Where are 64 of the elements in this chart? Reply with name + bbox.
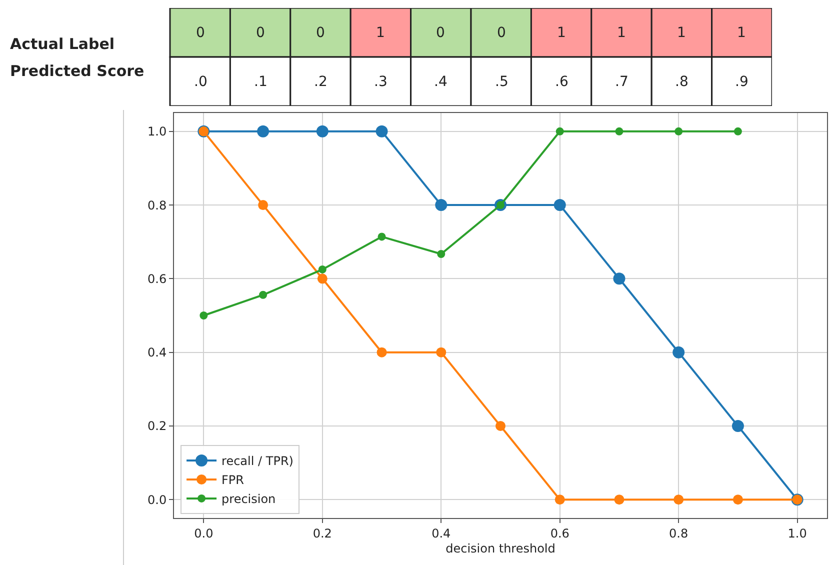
x-tick-label: 0.0 <box>194 526 214 540</box>
point <box>437 250 446 258</box>
data-label: 0 <box>436 25 445 41</box>
point <box>554 494 565 505</box>
point <box>732 494 743 505</box>
data-label: 0 <box>196 25 205 41</box>
legend-label: precision <box>222 492 276 506</box>
x-tick-label: 0.6 <box>550 526 570 540</box>
y-tick-label: Predicted Score <box>10 62 144 80</box>
text: .5 <box>495 74 508 90</box>
point <box>615 127 624 136</box>
point <box>200 312 208 320</box>
x-tick-label: 0.4 <box>432 526 451 540</box>
point <box>556 127 564 136</box>
point <box>674 494 684 505</box>
data-label: 1 <box>376 25 385 41</box>
x-tick-label: 0.2 <box>312 526 332 540</box>
point <box>613 272 626 285</box>
data-label: 1 <box>677 25 686 41</box>
x-axis-title: decision threshold <box>446 541 556 556</box>
data-label: 1 <box>617 25 626 41</box>
text: .7 <box>615 74 628 90</box>
y-tick-label: 0.4 <box>148 346 167 360</box>
data-label: 0 <box>256 25 265 41</box>
point <box>376 347 387 358</box>
point <box>732 420 744 432</box>
point <box>376 125 388 138</box>
point <box>316 125 328 138</box>
x-tick-label: 1.0 <box>788 526 807 540</box>
y-tick-label: 0.0 <box>148 492 167 507</box>
data-label: 1 <box>557 25 566 41</box>
point <box>378 232 386 241</box>
point <box>259 290 268 299</box>
data-label: 0 <box>316 25 325 41</box>
x-tick-label: 0.8 <box>669 526 688 540</box>
point <box>436 347 446 358</box>
y-tick-label: Actual Label <box>10 35 115 53</box>
point <box>318 265 326 274</box>
point <box>435 199 448 212</box>
text: .4 <box>434 74 448 90</box>
text: .6 <box>555 74 568 90</box>
point <box>614 494 624 505</box>
data-label: 1 <box>737 25 746 41</box>
text: .1 <box>254 74 268 90</box>
text: .9 <box>735 74 748 90</box>
point <box>554 199 566 212</box>
text: .3 <box>374 74 388 90</box>
point <box>672 346 685 358</box>
point <box>496 420 506 431</box>
y-tick-label: 1.0 <box>148 124 167 139</box>
legend-label: FPR <box>222 473 244 488</box>
y-tick-label: 0.6 <box>148 272 167 286</box>
text: .0 <box>194 74 208 90</box>
point <box>317 274 328 284</box>
y-tick-label: 0.8 <box>148 198 167 212</box>
point <box>257 125 270 138</box>
data-label: 0 <box>497 25 506 41</box>
legend-label: recall / TPR) <box>222 454 294 468</box>
y-tick-label: 0.2 <box>148 419 167 434</box>
point <box>674 127 683 136</box>
point <box>258 200 268 210</box>
text: .8 <box>675 74 688 90</box>
point <box>734 127 742 136</box>
text: .2 <box>314 74 328 90</box>
